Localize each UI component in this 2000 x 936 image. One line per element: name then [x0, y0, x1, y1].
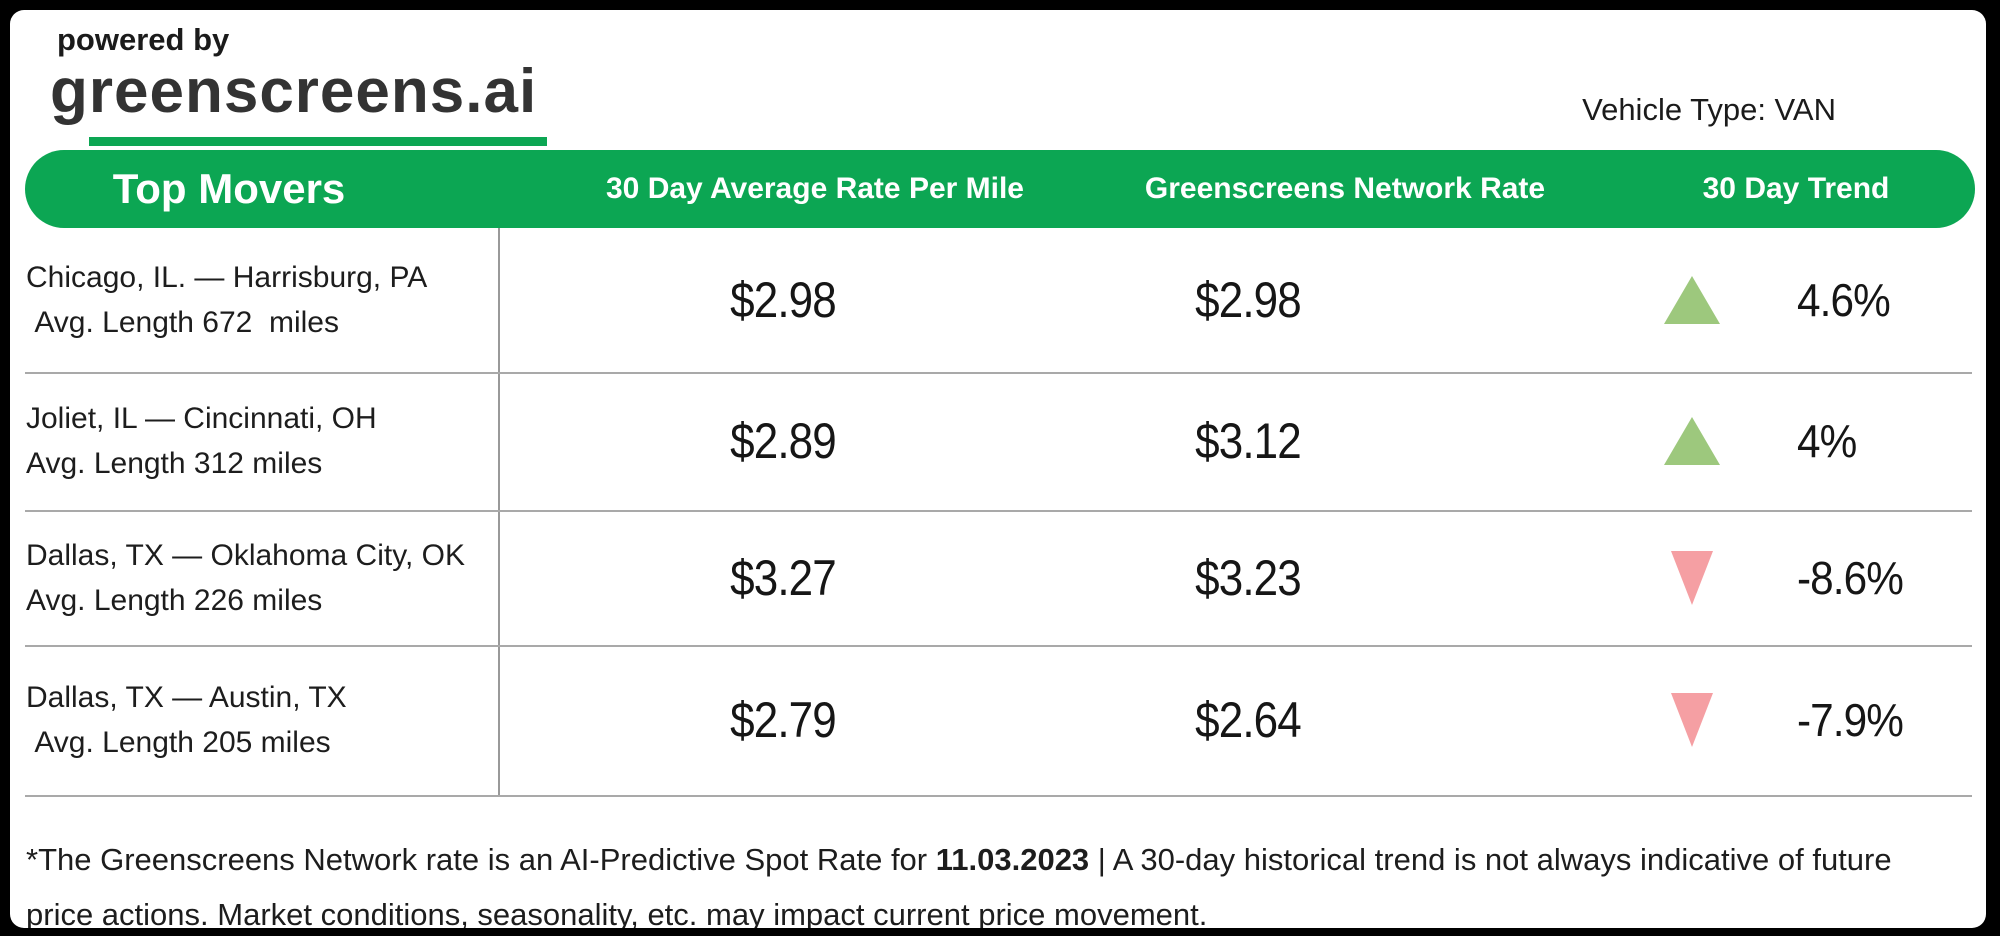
row-divider	[25, 645, 1972, 647]
lane-avg-length: Avg. Length 312 miles	[26, 447, 323, 480]
greenscreens-logo: greenscreens.ai	[50, 57, 538, 126]
row-divider	[25, 795, 1972, 797]
table-row: Joliet, IL — Cincinnati, OH Avg. Length …	[10, 372, 1986, 510]
trend-percent: 4%	[1797, 415, 1857, 467]
disclaimer-before-date: *The Greenscreens Network rate is an AI-…	[26, 842, 936, 877]
trend-down-icon	[1671, 693, 1713, 747]
trend-percent: -8.6%	[1797, 551, 1904, 604]
disclaimer-after-date: | A 30-day historical trend is not alway…	[26, 842, 1892, 928]
lane-name: Dallas, TX — Oklahoma City, OK	[26, 538, 466, 572]
powered-by-label: powered by	[57, 22, 230, 57]
trend-up-icon	[1664, 417, 1720, 465]
trend-down-icon	[1671, 550, 1713, 605]
lane-avg-length: Avg. Length 205 miles	[26, 726, 331, 759]
table-row: Chicago, IL. — Harrisburg, PA Avg. Lengt…	[10, 228, 1986, 372]
logo-underline	[89, 137, 547, 146]
network-rate-value: $3.12	[1195, 413, 1302, 469]
row-divider	[25, 510, 1972, 512]
lane-name: Joliet, IL — Cincinnati, OH	[26, 402, 377, 435]
disclaimer-text: *The Greenscreens Network rate is an AI-…	[26, 832, 1956, 928]
lane-name: Dallas, TX — Austin, TX	[26, 681, 347, 714]
trend-up-icon	[1664, 276, 1720, 324]
trend-percent: -7.9%	[1797, 694, 1904, 746]
lane-avg-length: Avg. Length 672 miles	[26, 306, 339, 339]
network-rate-value: $2.98	[1195, 272, 1302, 328]
table-row: Dallas, TX — Austin, TX Avg. Length 205 …	[10, 645, 1986, 795]
table-header-bar: Top Movers 30 Day Average Rate Per Mile …	[25, 150, 1975, 228]
network-rate-value: $3.23	[1195, 549, 1302, 606]
avg-rate-value: $3.27	[730, 549, 837, 606]
lane-cell: Dallas, TX — Austin, TX Avg. Length 205 …	[26, 675, 347, 765]
lane-cell: Joliet, IL — Cincinnati, OH Avg. Length …	[26, 396, 377, 486]
table-row: Dallas, TX — Oklahoma City, OK Avg. Leng…	[10, 510, 1986, 645]
avg-rate-value: $2.98	[730, 272, 837, 328]
network-rate-value: $2.64	[1195, 692, 1302, 748]
report-canvas: powered by greenscreens.ai Vehicle Type:…	[10, 10, 1986, 928]
avg-rate-value: $2.79	[730, 692, 837, 748]
avg-rate-value: $2.89	[730, 413, 837, 469]
header-30day-trend: 30 Day Trend	[1702, 172, 1890, 205]
lane-cell: Dallas, TX — Oklahoma City, OK Avg. Leng…	[26, 533, 465, 623]
header-network-rate: Greenscreens Network Rate	[1144, 172, 1546, 205]
lane-cell: Chicago, IL. — Harrisburg, PA Avg. Lengt…	[26, 255, 427, 345]
disclaimer-date: 11.03.2023	[935, 842, 1090, 877]
trend-percent: 4.6%	[1797, 274, 1891, 326]
lane-avg-length: Avg. Length 226 miles	[26, 583, 323, 617]
row-divider	[25, 372, 1972, 374]
vehicle-type-label: Vehicle Type: VAN	[1582, 92, 1836, 127]
header-top-movers: Top Movers	[112, 165, 346, 212]
header-30day-avg-rate: 30 Day Average Rate Per Mile	[606, 172, 1024, 205]
lane-name: Chicago, IL. — Harrisburg, PA	[26, 261, 428, 294]
